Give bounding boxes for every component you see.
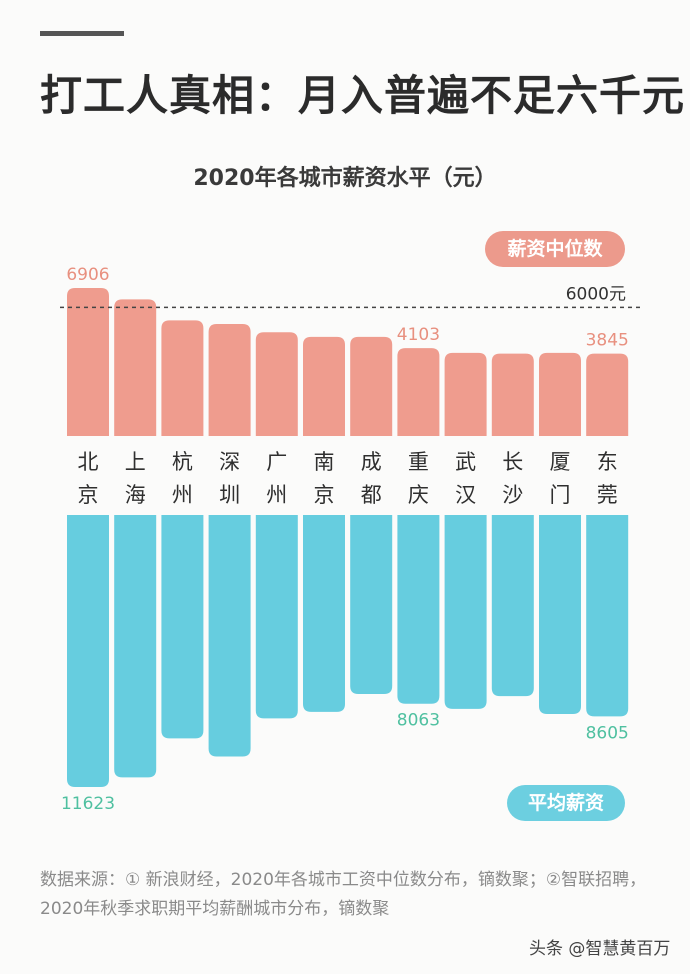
median-bar-10 — [539, 352, 581, 436]
median-bar-4 — [255, 332, 298, 436]
city-label-7-1: 庆 — [408, 483, 429, 507]
city-label-9-1: 沙 — [502, 483, 523, 507]
city-label-2-0: 杭 — [172, 450, 193, 474]
city-label-8-0: 武 — [455, 450, 476, 474]
city-label-3-0: 深 — [219, 450, 240, 474]
city-label-0-1: 京 — [78, 483, 99, 507]
city-label-10-0: 厦 — [550, 450, 571, 474]
legend-median: 薪资中位数 — [485, 231, 625, 267]
mean-bar-8 — [444, 515, 487, 709]
reference-line-label: 6000元 — [566, 284, 626, 304]
city-label-6-0: 成 — [361, 450, 382, 474]
median-bar-2 — [161, 320, 204, 436]
headline: 打工人真相：月入普遍不足六千元 — [40, 71, 686, 120]
top-rule — [40, 31, 124, 36]
mean-value-label-7: 8063 — [397, 711, 440, 731]
mean-bar-3 — [208, 515, 251, 757]
city-label-4-1: 州 — [266, 483, 287, 507]
median-bar-7 — [397, 348, 440, 436]
city-label-8-1: 汉 — [455, 483, 476, 507]
median-bar-9 — [491, 353, 534, 436]
value-labels: 6906 11623 4103 8063 3845 8605 — [61, 265, 629, 814]
median-bar-11 — [586, 353, 629, 436]
mean-bar-6 — [350, 515, 393, 694]
city-label-11-0: 东 — [597, 450, 618, 474]
legend-mean: 平均薪资 — [507, 785, 625, 821]
chart-title: 2020年各城市薪资水平（元） — [193, 166, 497, 191]
median-bar-6 — [350, 336, 393, 436]
mean-value-label-11: 8605 — [586, 723, 629, 743]
median-bar-5 — [303, 336, 345, 436]
median-bar-0 — [67, 288, 109, 436]
mean-bar-0 — [67, 515, 109, 787]
city-label-11-1: 莞 — [597, 483, 618, 507]
city-label-5-1: 京 — [314, 483, 335, 507]
median-bar-8 — [444, 352, 487, 436]
city-label-9-0: 长 — [502, 450, 523, 474]
city-label-5-0: 南 — [314, 450, 335, 474]
median-value-label-0: 6906 — [66, 265, 109, 285]
city-label-6-1: 都 — [361, 483, 382, 507]
city-label-4-0: 广 — [266, 450, 287, 474]
city-label-2-1: 州 — [172, 483, 193, 507]
mean-bar-5 — [303, 515, 345, 712]
median-bar-1 — [114, 299, 157, 436]
mean-bar-4 — [255, 515, 298, 719]
mean-bar-2 — [161, 515, 204, 739]
city-label-1-1: 海 — [125, 483, 146, 507]
mean-value-label-0: 11623 — [61, 794, 115, 814]
mean-bars — [67, 515, 629, 787]
median-bars — [67, 288, 629, 436]
city-label-10-1: 门 — [550, 483, 571, 507]
median-bar-3 — [208, 324, 251, 436]
city-label-7-0: 重 — [408, 450, 429, 474]
median-value-label-11: 3845 — [586, 331, 629, 351]
mean-bar-9 — [491, 515, 534, 697]
median-value-label-7: 4103 — [397, 325, 440, 345]
city-label-0-0: 北 — [78, 450, 99, 474]
city-label-1-0: 上 — [125, 450, 146, 474]
watermark: 头条 @智慧黄百万 — [529, 939, 671, 959]
mean-bar-1 — [114, 515, 157, 778]
mean-bar-7 — [397, 515, 440, 704]
city-label-3-1: 圳 — [219, 483, 240, 507]
mean-bar-11 — [586, 515, 629, 717]
source-footnote: 数据来源：① 新浪财经，2020年各城市工资中位数分布，镝数聚；②智联招聘，20… — [40, 870, 647, 919]
mean-bar-10 — [539, 515, 581, 714]
